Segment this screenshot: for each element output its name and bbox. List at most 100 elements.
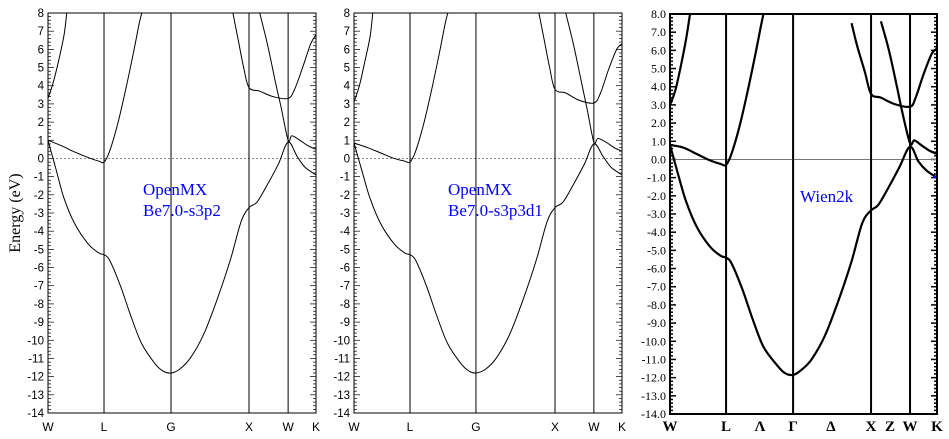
y-tick-label: -4 (340, 226, 351, 238)
y-tick-label: -5.0 (647, 243, 666, 257)
plot-frame (669, 13, 938, 415)
x-tick-label: X (245, 420, 253, 434)
y-tick-label: -7.0 (647, 280, 666, 294)
band-5 (259, 12, 317, 150)
y-tick-label: -14 (27, 408, 44, 420)
x-tick-label: W (282, 420, 294, 434)
annotation-label: Be7.0-s3p2 (143, 201, 221, 220)
y-tick-label: 2 (38, 117, 44, 129)
y-tick-label: -9 (340, 317, 350, 329)
y-tick-label: -12 (333, 372, 350, 384)
y-tick-label: -13.0 (641, 389, 666, 403)
y-tick-label: -6 (340, 263, 350, 275)
y-tick-label: 7.0 (651, 25, 666, 39)
y-tick-label: -4.0 (647, 225, 666, 239)
y-tick-label: -2 (34, 190, 44, 202)
y-tick-label: -1 (340, 172, 350, 184)
annotation-label: OpenMX (448, 180, 512, 199)
band-2 (353, 12, 449, 164)
y-tick-label: 4 (344, 81, 351, 93)
y-tick-label: 2 (344, 117, 350, 129)
y-tick-label: 6.0 (651, 43, 666, 57)
y-tick-label: 8 (38, 8, 44, 20)
x-tick-label: L (407, 420, 414, 434)
x-tick-label: Z (885, 419, 895, 435)
y-tick-label: -13 (27, 390, 44, 402)
y-tick-label: -14.0 (641, 407, 666, 421)
x-tick-label: G (166, 420, 175, 434)
annotation-label: Be7.0-s3p3d1 (448, 201, 543, 220)
y-tick-label: -1 (34, 172, 44, 184)
y-tick-label: 7 (344, 26, 350, 38)
panel-3: 8.0 7.0 6.0 5.0 4.0 3.0 2.0 1.0 0.0 -1.0 -2.0 -3.0 -… (641, 7, 943, 435)
band-3 (668, 13, 692, 106)
y-tick-label: -7 (340, 281, 350, 293)
band-1 (353, 142, 623, 374)
y-tick-label: 0 (38, 153, 44, 165)
band-5 (565, 12, 623, 152)
y-tick-label: 0.0 (651, 152, 666, 166)
y-tick-label: -11 (28, 353, 44, 365)
plot-frame (353, 12, 623, 414)
y-tick-label: -5 (34, 244, 44, 256)
y-tick-label: -3 (34, 208, 44, 220)
x-tick-label: G (471, 420, 480, 434)
y-tick-label: -10 (27, 335, 44, 347)
band-5 (879, 20, 938, 156)
panel-2: 8 7 6 5 4 3 2 1 0 -1 -2 -3 -4 -5 -6 -7 -8 -9 -10 -11 -12 -13 -… (333, 8, 626, 434)
y-tick-label: -6 (34, 263, 44, 275)
y-tick-label: -11.0 (641, 352, 666, 366)
y-tick-label: 3.0 (651, 98, 666, 112)
y-tick-label: 7 (38, 26, 44, 38)
x-tick-label: Λ (755, 419, 766, 435)
y-tick-label: 0 (344, 153, 350, 165)
y-tick-label: -12 (27, 372, 44, 384)
annotation-label: Wien2k (800, 187, 854, 206)
y-tick-label: 4.0 (651, 80, 666, 94)
band-4 (232, 12, 317, 100)
y-tick-label: 2.0 (651, 116, 666, 130)
x-tick-label: L (721, 419, 731, 435)
x-tick-label: X (551, 420, 559, 434)
y-tick-label: -11 (334, 353, 350, 365)
plot-frame (47, 12, 317, 414)
x-tick-label: K (312, 420, 320, 434)
y-tick-label: 6 (38, 44, 44, 56)
x-tick-label: W (663, 419, 678, 435)
y-tick-label: 1 (344, 135, 350, 147)
band-1 (47, 140, 317, 374)
y-tick-label: -14 (333, 408, 350, 420)
y-tick-label: 5 (344, 63, 350, 75)
x-tick-label: W (903, 419, 918, 435)
y-tick-label: 3 (344, 99, 350, 111)
y-tick-label: -12.0 (641, 371, 666, 385)
y-tick-label: 3 (38, 99, 44, 111)
band-3 (47, 12, 68, 99)
y-tick-label: 1.0 (651, 134, 666, 148)
y-tick-label: -4 (34, 226, 45, 238)
y-tick-label: -8 (34, 299, 44, 311)
band-4 (538, 12, 623, 104)
y-tick-label: 5 (38, 63, 44, 75)
x-tick-label: Δ (826, 419, 836, 435)
y-tick-label: -13 (333, 390, 350, 402)
y-tick-label: -10.0 (641, 334, 666, 348)
y-tick-label: 1 (38, 135, 44, 147)
y-tick-label: -8 (340, 299, 350, 311)
y-tick-label: -3 (340, 208, 350, 220)
y-tick-label: 8.0 (651, 7, 666, 21)
annotation-label: OpenMX (143, 180, 207, 199)
x-tick-label: W (348, 420, 360, 434)
band-1 (668, 144, 938, 377)
x-tick-label: X (866, 419, 877, 435)
x-tick-label: W (42, 420, 54, 434)
y-tick-label: -1.0 (647, 171, 666, 185)
band-2 (669, 13, 765, 167)
x-tick-label: K (618, 420, 626, 434)
y-tick-label: 4 (38, 81, 45, 93)
y-tick-label: -2.0 (647, 189, 666, 203)
y-tick-label: 6 (344, 44, 350, 56)
x-tick-label: Γ (788, 419, 798, 435)
